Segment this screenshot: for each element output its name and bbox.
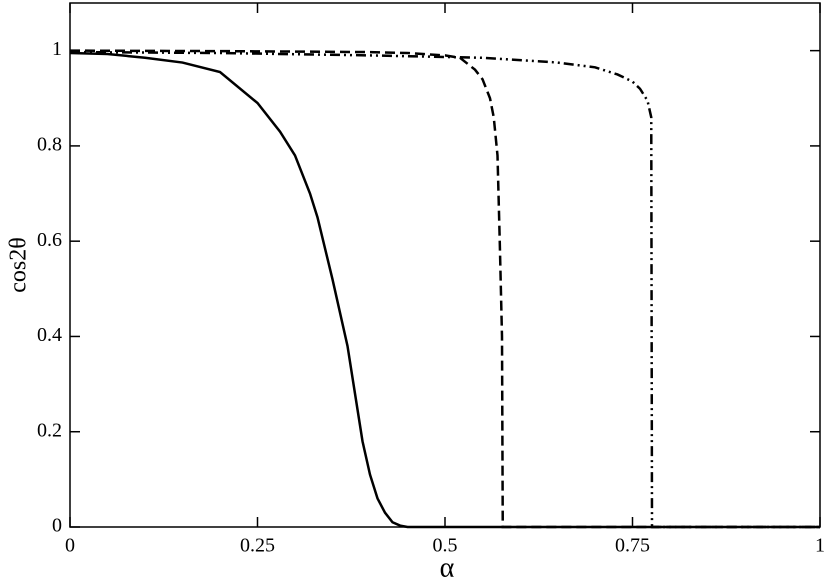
- x-tick-label: 0.5: [433, 535, 458, 557]
- series-line: [69, 49, 820, 529]
- y-tick-label: 0.4: [37, 324, 62, 346]
- plot-frame: [69, 2, 821, 528]
- x-tick-label: 0.75: [615, 535, 650, 557]
- y-axis-label: cos2θ: [6, 237, 32, 293]
- x-tick-label: 0.25: [240, 535, 275, 557]
- y-tick-label: 0: [52, 515, 62, 537]
- x-axis-label: α: [440, 552, 455, 583]
- y-tick-label: 0.2: [37, 419, 62, 441]
- y-tick-label: 1: [52, 38, 62, 60]
- series-line: [69, 50, 820, 529]
- x-tick-label: 1: [815, 535, 825, 557]
- y-tick-label: 0.8: [37, 134, 62, 156]
- series-line: [69, 51, 820, 529]
- x-tick-label: 0: [65, 535, 75, 557]
- y-tick-label: 0.6: [37, 229, 62, 251]
